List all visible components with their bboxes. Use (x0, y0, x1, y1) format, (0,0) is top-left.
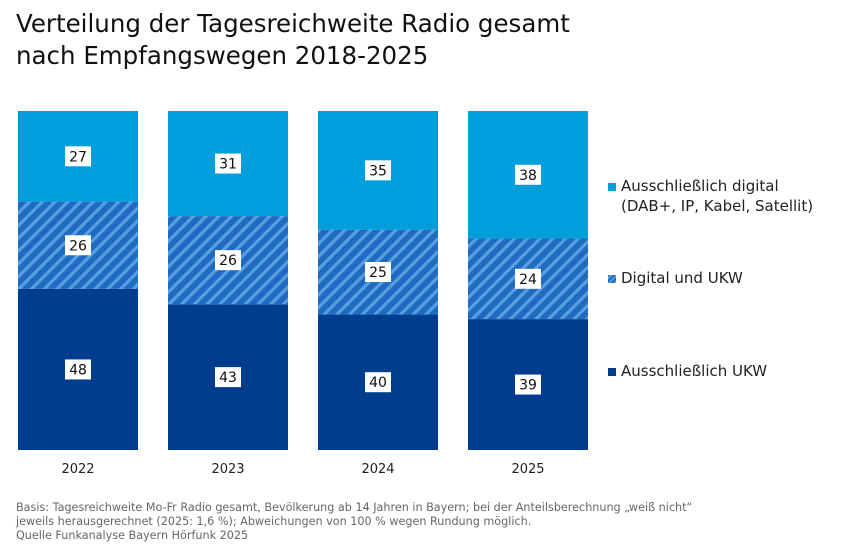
x-tick-label: 2024 (361, 462, 394, 477)
data-label: 40 (369, 375, 387, 391)
data-label: 31 (219, 157, 237, 173)
data-label-box (515, 374, 541, 395)
data-label-box (65, 359, 91, 380)
data-label-box (65, 146, 91, 167)
data-label-box (365, 160, 391, 181)
data-label: 35 (369, 163, 387, 179)
data-label-box (215, 367, 241, 388)
data-label-box (65, 235, 91, 256)
footer-line-2: jeweils herausgerechnet (2025: 1,6 %); A… (16, 515, 532, 528)
data-label: 26 (219, 253, 237, 269)
data-label-box (365, 262, 391, 283)
legend-swatch-ukw (608, 368, 616, 376)
data-label-box (515, 164, 541, 185)
footer-source: Quelle Funkanalyse Bayern Hörfunk 2025 (16, 529, 249, 542)
data-label: 38 (519, 168, 537, 184)
chart-title-line-1: Verteilung der Tagesreichweite Radio ges… (16, 9, 570, 38)
data-label: 48 (69, 362, 87, 378)
data-label: 25 (369, 265, 387, 281)
data-label: 27 (69, 149, 87, 165)
bars-group (18, 111, 588, 450)
chart-title-line-2: nach Empfangswegen 2018-2025 (16, 41, 429, 70)
data-label-box (215, 250, 241, 271)
chart-title: Verteilung der Tagesreichweite Radio ges… (16, 8, 656, 72)
legend-label-ukw: Ausschließlich UKW (621, 362, 768, 380)
legend-item-digital: Ausschließlich digital (DAB+, IP, Kabel,… (608, 176, 813, 216)
legend-swatch-digital (608, 183, 616, 191)
data-label-box (215, 153, 241, 174)
legend-label-both: Digital und UKW (621, 269, 743, 287)
x-axis-ticks: 2022 2023 2024 2025 (61, 462, 544, 477)
x-tick-label: 2025 (511, 462, 544, 477)
data-label: 24 (519, 272, 537, 288)
data-label: 26 (69, 238, 87, 254)
data-label: 39 (519, 378, 537, 394)
legend-swatch-both (608, 275, 616, 283)
data-label-box (365, 372, 391, 393)
legend-label-digital-line-1: Ausschließlich digital (621, 177, 779, 195)
footer-line-1: Basis: Tagesreichweite Mo-Fr Radio gesam… (16, 501, 693, 514)
x-tick-label: 2022 (61, 462, 94, 477)
legend-item-both: Digital und UKW (608, 268, 743, 288)
data-label-box (515, 268, 541, 289)
footer-notes: Basis: Tagesreichweite Mo-Fr Radio gesam… (16, 501, 836, 543)
x-tick-label: 2023 (211, 462, 244, 477)
legend-item-ukw: Ausschließlich UKW (608, 361, 767, 381)
data-label: 43 (219, 370, 237, 386)
legend-label-digital-line-2: (DAB+, IP, Kabel, Satellit) (621, 197, 814, 215)
data-labels-group: 48 26 27 43 26 31 40 25 35 39 24 38 (65, 146, 541, 395)
